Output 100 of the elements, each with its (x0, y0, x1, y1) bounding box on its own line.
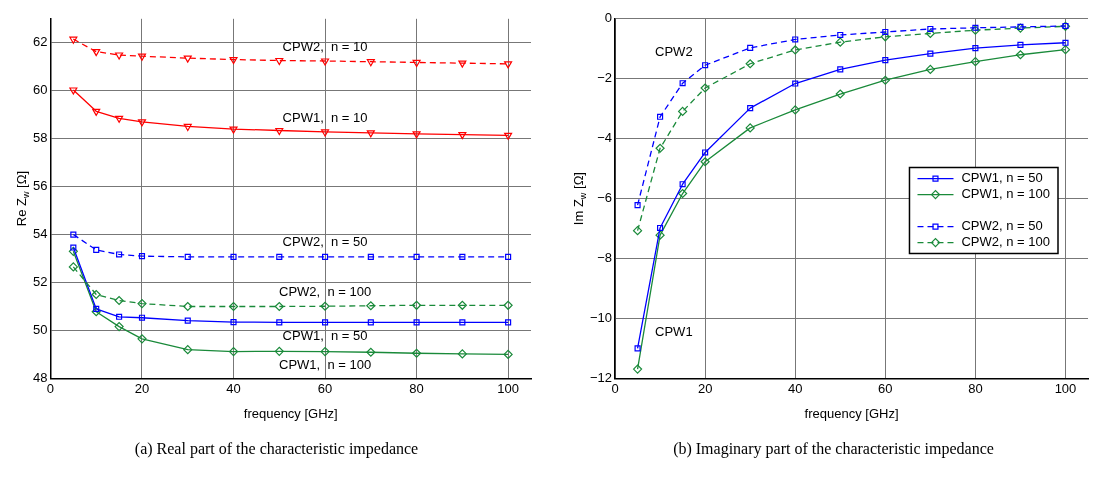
x-tick-label: 40 (787, 380, 803, 396)
point (413, 319, 420, 326)
point (678, 188, 688, 199)
point (229, 126, 238, 134)
point (92, 49, 101, 57)
point (366, 130, 375, 138)
y-tick-label: −12 (589, 369, 613, 385)
point (114, 295, 124, 306)
point (116, 251, 123, 258)
point (276, 253, 283, 260)
point (1015, 50, 1026, 60)
point (138, 253, 146, 260)
point (837, 31, 844, 39)
point (792, 80, 799, 87)
point (655, 143, 665, 153)
point (320, 129, 330, 137)
point (115, 115, 124, 123)
point (458, 60, 467, 68)
y-axis-title: Im Zw [Ω] (570, 172, 589, 226)
point (702, 149, 709, 156)
point (970, 57, 980, 67)
x-axis-title: frequency [GHz] (243, 405, 338, 421)
point (655, 230, 665, 240)
legend-label: CPW1, n = 100 (961, 186, 1051, 202)
point (837, 66, 844, 73)
point (411, 348, 422, 358)
point (367, 319, 374, 326)
point (504, 132, 513, 140)
text: (b) Imaginary part of the characteristic impedance (673, 440, 994, 458)
y-axis-title: Re Zw [Ω] (13, 170, 32, 227)
x-tick-label: 80 (968, 380, 983, 396)
x-tick-label: 80 (409, 380, 424, 396)
point (70, 244, 77, 251)
point (230, 253, 237, 260)
point (880, 32, 890, 42)
point (747, 105, 754, 112)
x-axis-title: frequency [GHz] (804, 405, 899, 421)
point (503, 300, 513, 310)
point (137, 119, 147, 127)
point (747, 44, 754, 51)
x-tick-label: 20 (134, 380, 150, 396)
x-tick-label: 60 (317, 380, 333, 396)
series-label: CPW1, n = 10 (282, 109, 368, 125)
point (137, 334, 147, 344)
point (1017, 41, 1024, 48)
point (925, 64, 935, 75)
point (276, 319, 283, 326)
point (274, 301, 284, 312)
legend-label: CPW2, n = 50 (961, 218, 1043, 234)
series-label: CPW1, n = 50 (282, 327, 368, 343)
series-label: CPW2, n = 50 (282, 234, 368, 250)
point (68, 246, 78, 256)
point (970, 25, 980, 35)
point (1060, 45, 1071, 55)
annotation: CPW1 (655, 323, 693, 339)
point (678, 106, 688, 116)
point (275, 57, 284, 66)
point (459, 253, 466, 260)
y-tick-label: 54 (32, 226, 48, 242)
y-tick-label: 48 (32, 369, 48, 385)
y-tick-label: −4 (597, 130, 613, 146)
y-tick-label: 60 (32, 82, 48, 98)
point (68, 262, 78, 272)
point (700, 83, 710, 93)
point (69, 87, 78, 95)
point (927, 25, 934, 33)
point (274, 346, 284, 356)
point (183, 55, 192, 63)
point (634, 345, 641, 352)
point (790, 45, 800, 55)
point (657, 113, 664, 120)
point (880, 75, 890, 85)
point (412, 59, 421, 68)
point (925, 28, 935, 39)
point (835, 37, 845, 47)
point (927, 50, 934, 57)
point (457, 300, 467, 310)
point (228, 301, 239, 312)
point (835, 89, 845, 99)
point (229, 56, 238, 65)
point (184, 253, 191, 260)
point (413, 253, 420, 260)
point (228, 346, 239, 357)
y-tick-label: −6 (597, 190, 613, 206)
point (882, 57, 889, 64)
point (505, 253, 512, 260)
point (972, 24, 979, 31)
point (230, 318, 237, 326)
y-tick-label: 58 (32, 130, 48, 146)
point (882, 28, 889, 36)
point (679, 181, 686, 188)
point (1062, 39, 1069, 46)
y-tick-label: 50 (32, 322, 48, 338)
point (367, 253, 374, 260)
point (114, 322, 124, 332)
point (91, 307, 101, 317)
point (657, 224, 664, 232)
point (70, 231, 77, 238)
x-tick-label: 40 (226, 380, 241, 396)
point (458, 131, 467, 140)
